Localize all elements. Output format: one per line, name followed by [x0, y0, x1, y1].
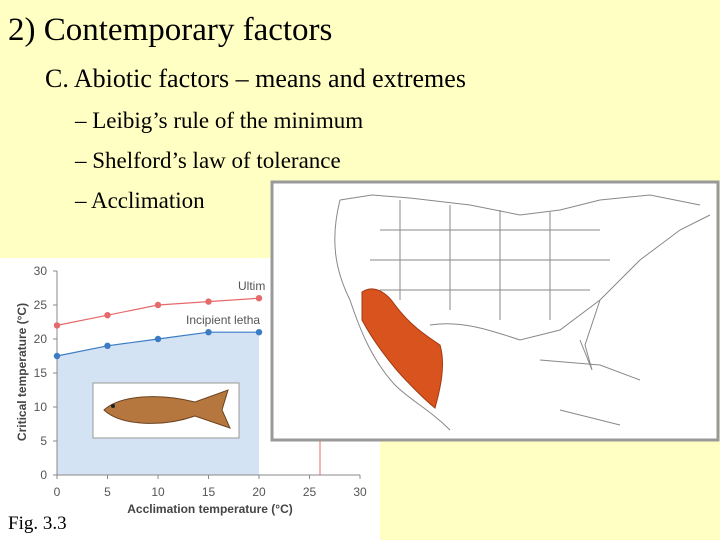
slide-title: 2) Contemporary factors — [8, 12, 332, 48]
series-label: Ultim — [238, 279, 265, 293]
data-point — [205, 298, 212, 305]
fish-eye — [111, 404, 115, 408]
chart: 0 5 10 15 20 25 30 0 5 10 15 20 25 30 Critical tempera… — [15, 264, 367, 516]
data-point — [205, 329, 212, 336]
y-tick-label: 0 — [40, 468, 47, 482]
data-point — [104, 312, 111, 319]
y-tick-label: 10 — [34, 400, 48, 414]
x-tick-label: 20 — [252, 485, 266, 499]
map-frame — [270, 180, 720, 442]
data-point — [53, 352, 61, 360]
x-tick-label: 0 — [54, 485, 61, 499]
y-tick-label: 5 — [40, 434, 47, 448]
data-point — [104, 342, 111, 349]
y-tick-label: 30 — [34, 264, 48, 278]
y-tick-label: 15 — [34, 366, 48, 380]
data-point — [53, 322, 61, 329]
slide-subtitle: C. Abiotic factors – means and extremes — [45, 64, 466, 93]
y-tick-label: 20 — [34, 332, 48, 346]
data-point — [255, 329, 263, 336]
fish-body — [103, 389, 231, 429]
bullet: – Acclimation — [74, 188, 205, 213]
x-tick-label: 5 — [104, 485, 111, 499]
series-label: Incipient letha — [186, 313, 260, 327]
data-point — [255, 295, 263, 302]
range-area — [361, 288, 443, 409]
map — [270, 180, 720, 442]
y-axis-label: Critical temperature (°C) — [15, 303, 29, 441]
bullet: – Shelford’s law of tolerance — [74, 148, 341, 173]
figure-caption: Fig. 3.3 — [8, 513, 67, 534]
data-point — [154, 301, 162, 309]
x-tick-label: 30 — [353, 485, 367, 499]
x-axis-label: Acclimation temperature (°C) — [127, 502, 293, 516]
x-tick-label: 25 — [303, 485, 317, 499]
y-tick-label: 25 — [34, 298, 48, 312]
x-tick-label: 15 — [202, 485, 216, 499]
data-point — [154, 335, 162, 343]
bullet: – Leibig’s rule of the minimum — [74, 108, 363, 133]
x-tick-label: 10 — [151, 485, 165, 499]
map-outlines — [334, 194, 711, 431]
